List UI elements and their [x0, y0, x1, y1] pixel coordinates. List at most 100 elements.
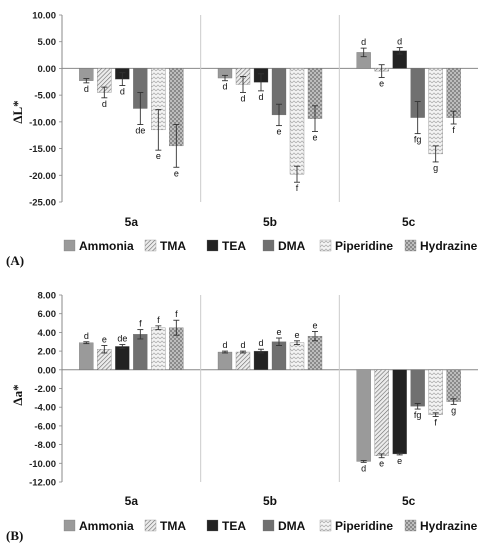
significance-letter: g — [451, 405, 456, 415]
y-tick-label: 0.00 — [38, 365, 57, 376]
significance-letter: e — [397, 456, 402, 466]
y-tick-label: -20.00 — [29, 171, 56, 182]
bar-tea-5c — [392, 369, 407, 455]
y-tick-label: -10.00 — [29, 117, 56, 128]
significance-letter: d — [102, 99, 107, 109]
legend-label: TMA — [160, 519, 186, 533]
y-tick-label: 8.00 — [38, 291, 57, 302]
category-label: 5c — [402, 494, 416, 508]
y-tick-label: 5.00 — [38, 37, 57, 48]
significance-letter: e — [379, 79, 384, 89]
legend-label: DMA — [278, 239, 306, 253]
legend-panel-b: Ammonia TMA TEA DMA Piperidine Hydrazine — [63, 519, 478, 533]
legend-label: Hydrazine — [420, 239, 478, 253]
significance-letter: g — [433, 163, 438, 173]
chart-panel-b: 8.00 6.00 4.00 2.00 0.00 -2.00 -4.00 -6.00 -8.00… — [10, 291, 478, 508]
legend-swatch — [63, 239, 76, 252]
legend-swatch — [262, 519, 275, 532]
significance-letter: e — [156, 151, 161, 161]
significance-letter: e — [312, 132, 317, 142]
significance-letter: d — [84, 331, 89, 341]
legend-swatch — [404, 239, 417, 252]
legend-label: TMA — [160, 239, 186, 253]
y-axis-label: ΔL* — [10, 100, 25, 123]
significance-letter: f — [434, 418, 437, 428]
chart-panel-a: 10.00 5.00 0.00 -5.00 -10.00 -15.00 -20.00 -25.… — [10, 11, 478, 229]
bar-dma-5c — [410, 369, 425, 407]
category-label: 5a — [125, 494, 139, 508]
bar-piperidine-5b — [289, 342, 305, 370]
significance-letter: fg — [414, 410, 422, 420]
significance-letter: d — [258, 338, 263, 348]
significance-letter: e — [294, 330, 299, 340]
bar-ammonia-5a — [79, 342, 94, 370]
significance-letter: f — [296, 183, 299, 193]
significance-letter: f — [175, 309, 178, 319]
legend-swatch — [144, 239, 157, 252]
significance-letter: de — [117, 334, 127, 344]
panel-label-b: (B) — [6, 528, 23, 543]
significance-letter: d — [222, 340, 227, 350]
legend-label: Ammonia — [79, 239, 134, 253]
bar-ammonia-5c — [356, 369, 371, 462]
bar-tma-5b — [235, 351, 251, 370]
bar-dma-5a — [133, 334, 148, 370]
legend-swatch — [206, 239, 219, 252]
significance-letter: e — [102, 334, 107, 344]
bar-tea-5a — [115, 346, 130, 370]
bar-dma-5b — [271, 341, 287, 370]
legend-panel-a: Ammonia TMA TEA DMA Piperidine Hydrazine — [63, 239, 478, 253]
bar-ammonia-5b — [217, 351, 233, 370]
legend-label: Piperidine — [335, 519, 393, 533]
legend-swatch — [206, 519, 219, 532]
legend-swatch — [404, 519, 417, 532]
legend-swatch — [144, 519, 157, 532]
significance-letter: d — [222, 82, 227, 92]
bar-piperidine-5a — [151, 327, 166, 370]
significance-letter: e — [312, 320, 317, 330]
y-tick-label: -6.00 — [34, 421, 56, 432]
significance-letter: d — [84, 84, 89, 94]
significance-letter: de — [135, 126, 145, 136]
bar-hydrazine-5c — [446, 68, 461, 118]
significance-letter: e — [379, 459, 384, 469]
significance-letter: e — [174, 168, 179, 178]
bar-tma-5c — [374, 369, 389, 456]
y-tick-label: -12.00 — [29, 478, 56, 489]
significance-letter: fg — [414, 135, 422, 145]
y-tick-label: -2.00 — [34, 384, 56, 395]
y-axis-label: Δa* — [10, 384, 25, 405]
bar-tea-5b — [253, 350, 269, 370]
legend-swatch — [319, 239, 332, 252]
legend-swatch — [63, 519, 76, 532]
legend-label: TEA — [222, 519, 246, 533]
legend-swatch — [319, 519, 332, 532]
y-tick-label: 0.00 — [38, 64, 57, 75]
legend-label: Piperidine — [335, 239, 393, 253]
y-tick-label: -4.00 — [34, 403, 56, 414]
y-tick-label: 4.00 — [38, 328, 57, 339]
y-tick-label: -15.00 — [29, 144, 56, 155]
category-label: 5b — [263, 215, 277, 229]
legend-label: TEA — [222, 239, 246, 253]
significance-letter: f — [157, 315, 160, 325]
y-tick-label: -10.00 — [29, 459, 56, 470]
significance-letter: f — [452, 125, 455, 135]
legend-label: Ammonia — [79, 519, 134, 533]
significance-letter: f — [139, 319, 142, 329]
legend-label: DMA — [278, 519, 306, 533]
significance-letter: e — [276, 327, 281, 337]
bar-piperidine-5c — [428, 68, 443, 155]
category-label: 5c — [402, 215, 416, 229]
y-tick-label: 10.00 — [32, 11, 56, 22]
bar-piperidine-5c — [428, 369, 443, 415]
significance-letter: d — [240, 93, 245, 103]
legend-swatch — [262, 239, 275, 252]
legend-label: Hydrazine — [420, 519, 478, 533]
y-tick-label: -25.00 — [29, 198, 56, 209]
significance-letter: e — [276, 127, 281, 137]
significance-letter: d — [240, 340, 245, 350]
category-label: 5a — [125, 215, 139, 229]
bar-piperidine-5b — [289, 68, 305, 175]
